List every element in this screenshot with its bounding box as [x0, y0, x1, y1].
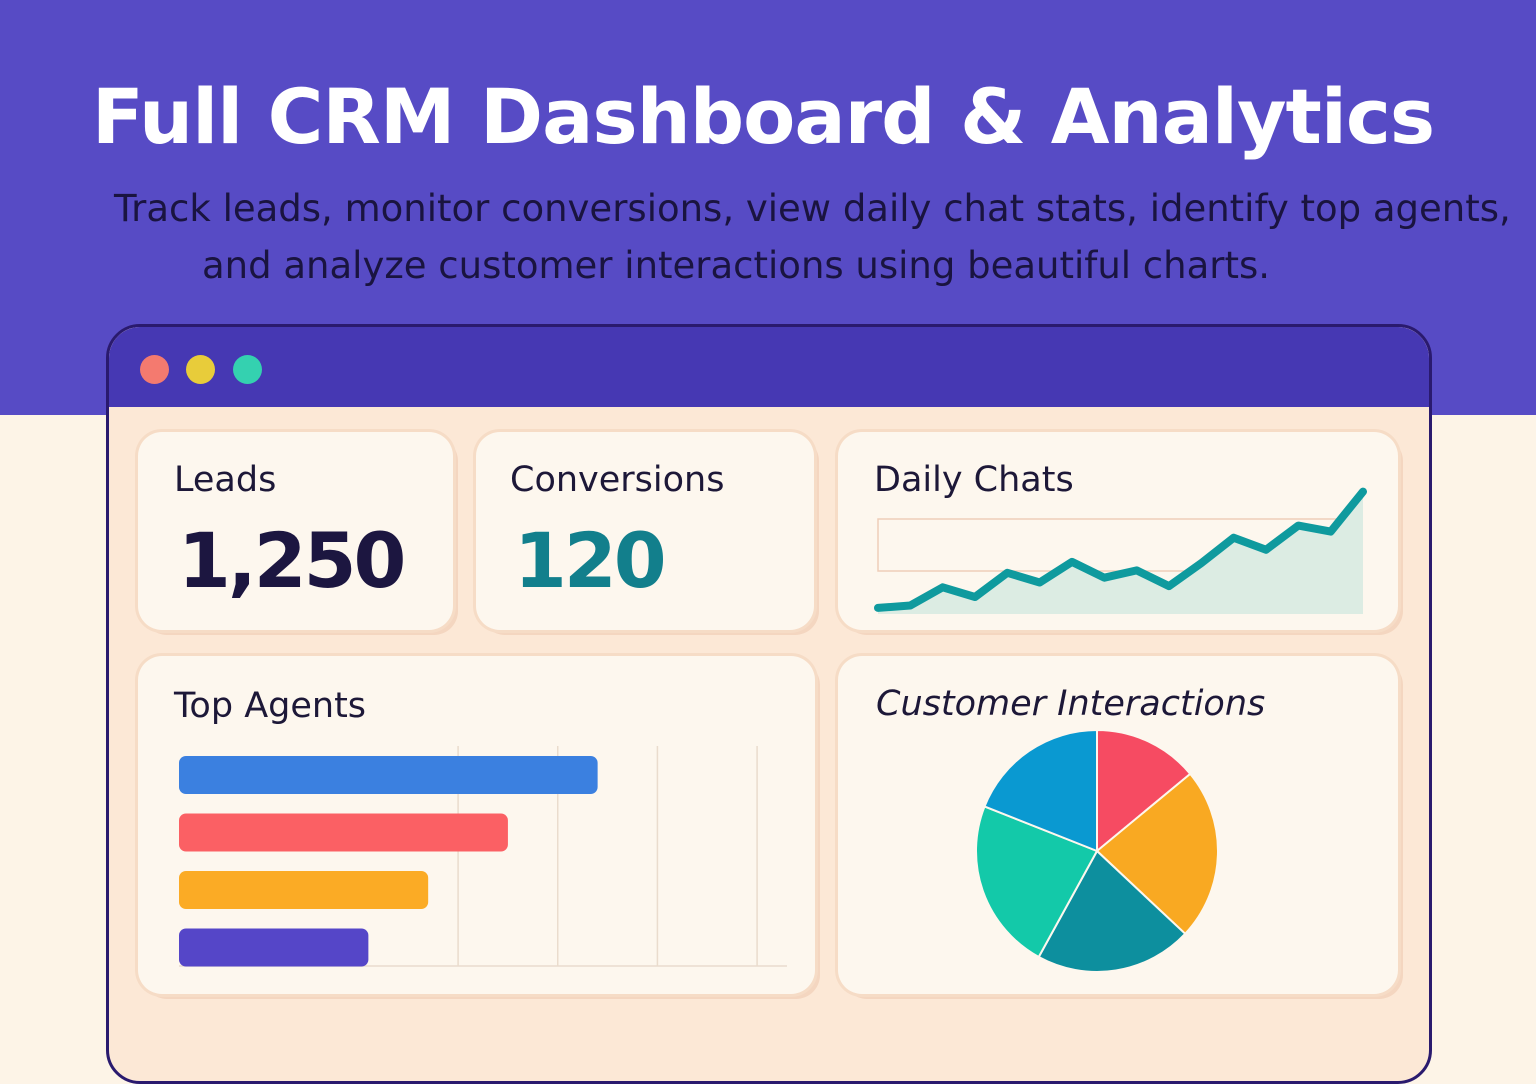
subtitle-line-1: Track leads, monitor conversions, view d… — [114, 187, 1511, 230]
conversions-card: Conversions 120 — [476, 432, 814, 630]
agent-bar — [179, 756, 598, 794]
window-close-button[interactable] — [140, 355, 169, 384]
customer-interactions-card: Customer Interactions — [838, 656, 1398, 994]
window-minimize-button[interactable] — [186, 355, 215, 384]
window-maximize-button[interactable] — [233, 355, 262, 384]
daily-chats-card: Daily Chats — [838, 432, 1398, 630]
daily-chats-chart — [838, 432, 1398, 630]
customer-interactions-chart — [838, 656, 1398, 994]
page-title: Full CRM Dashboard & Analytics — [0, 72, 1536, 161]
subtitle-line-2: and analyze customer interactions using … — [202, 244, 1270, 287]
top-agents-card: Top Agents — [138, 656, 815, 994]
agent-bar — [179, 814, 508, 852]
daily-chats-area — [878, 492, 1363, 614]
agent-bar — [179, 929, 368, 967]
top-agents-chart — [138, 656, 815, 994]
leads-card: Leads 1,250 — [138, 432, 453, 630]
leads-label: Leads — [174, 460, 276, 500]
window-titlebar — [109, 327, 1429, 407]
conversions-label: Conversions — [510, 460, 724, 500]
conversions-value: 120 — [514, 516, 664, 605]
agent-bar — [179, 871, 428, 909]
leads-value: 1,250 — [178, 516, 403, 605]
